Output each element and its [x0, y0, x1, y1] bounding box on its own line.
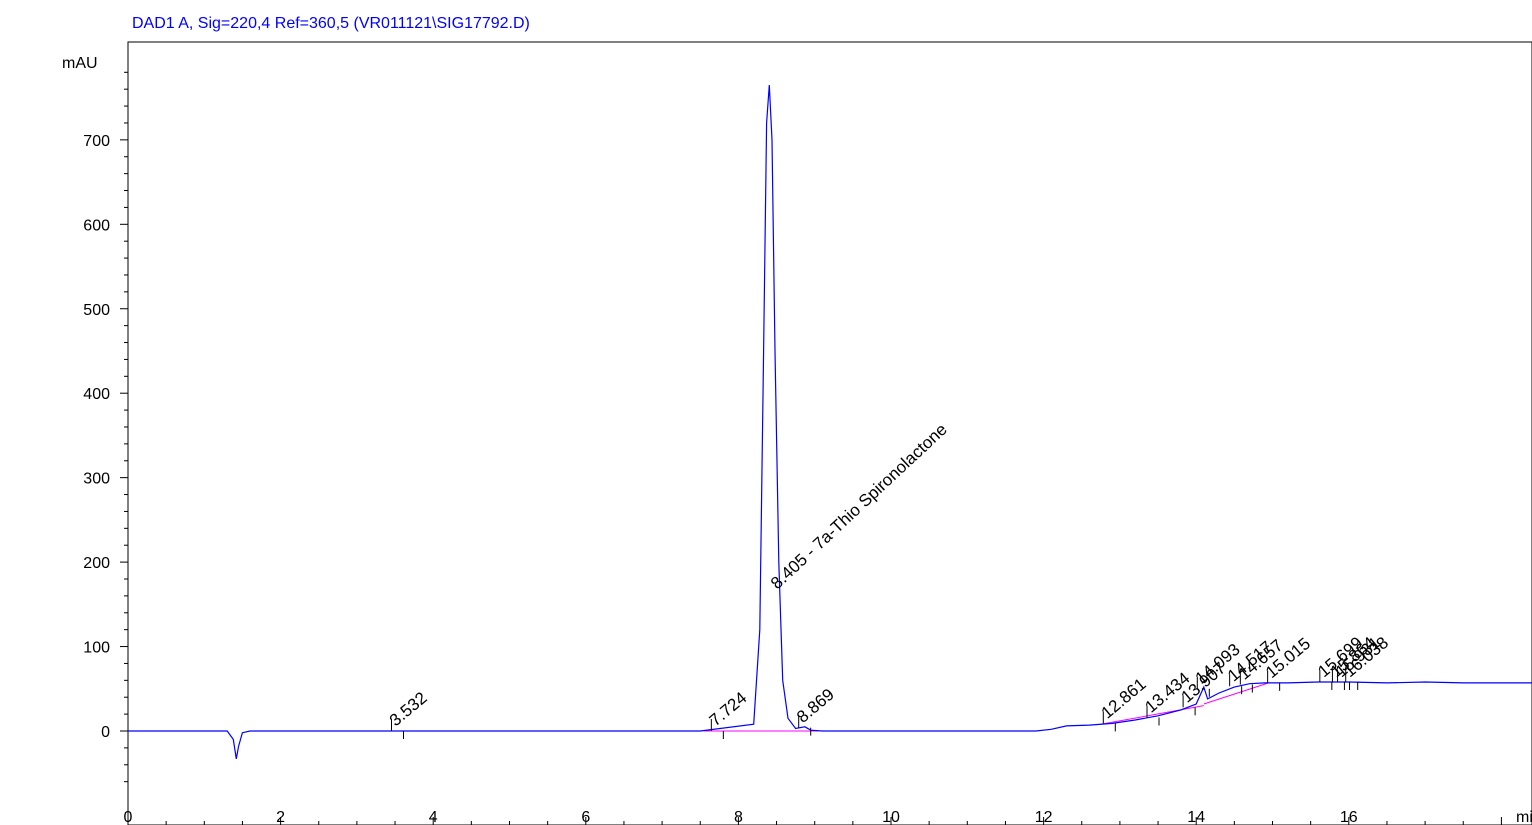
y-tick-label: 300	[83, 471, 110, 488]
y-tick-label: 700	[83, 133, 110, 150]
baseline-segment	[1203, 682, 1269, 705]
x-tick-label: 14	[1187, 809, 1205, 825]
x-tick-label: 6	[581, 809, 590, 825]
main-peak-label: 8.405 - 7a-Thio Spironolactone	[767, 420, 951, 593]
x-tick-label: 12	[1035, 809, 1053, 825]
peak-labels: 3.532 7.724 8.869 12.86113.43413.90714.0931…	[386, 420, 1392, 739]
signal-trace	[128, 84, 1532, 760]
x-tick-label: 4	[429, 809, 438, 825]
y-tick-label: 0	[101, 724, 110, 741]
x-tick-label: 2	[276, 809, 285, 825]
plot-frame	[127, 41, 1532, 825]
y-tick-label: 100	[83, 640, 110, 657]
peak-label: 8.869	[793, 685, 838, 727]
x-axis-label: min	[1516, 809, 1532, 825]
baseline-segment	[1100, 705, 1204, 725]
axes-ticks: 0 2 4 6 8 10 12 14 16 0 100 200 300 400 500 600 700	[83, 71, 1502, 825]
peak-label: 3.532	[386, 688, 431, 730]
y-axis-label: mAU	[62, 55, 98, 72]
y-tick-label: 400	[83, 386, 110, 403]
peak-label: 7.724	[706, 688, 751, 730]
peak-label: 12.861	[1098, 674, 1150, 722]
x-tick-label: 16	[1340, 809, 1358, 825]
y-tick-label: 200	[83, 555, 110, 572]
y-tick-label: 600	[83, 217, 110, 234]
x-tick-label: 8	[734, 809, 743, 825]
y-tick-label: 500	[83, 302, 110, 319]
x-tick-label: 0	[124, 809, 133, 825]
x-tick-label: 10	[882, 809, 900, 825]
signal-title: DAD1 A, Sig=220,4 Ref=360,5 (VR011121\SI…	[132, 15, 530, 32]
integration-baselines	[387, 681, 1361, 732]
